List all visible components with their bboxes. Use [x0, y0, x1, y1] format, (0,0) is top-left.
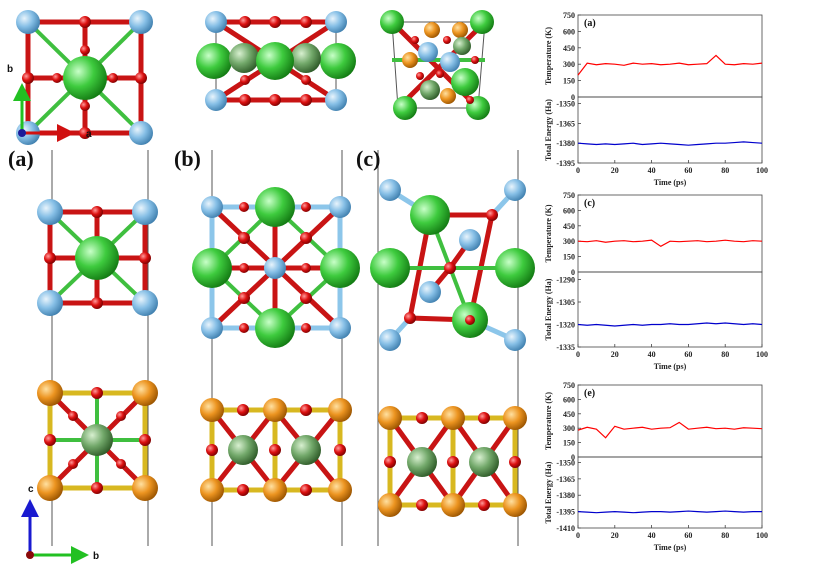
structure-c [370, 179, 535, 517]
axis-letter: b [93, 551, 99, 562]
plot-frame [577, 384, 763, 458]
y-tick-label: -1335 [556, 343, 575, 352]
data-line [577, 239, 763, 248]
plot-frame [577, 14, 763, 98]
y-tick-label: 0 [571, 93, 575, 102]
y-axis-label: Total Energy (Ha) [544, 99, 553, 161]
y-axis-label: Total Energy (Ha) [544, 461, 553, 523]
x-tick-label: 100 [756, 166, 768, 175]
x-tick-label: 40 [648, 350, 656, 359]
x-axis-label: Time (ps) [654, 178, 687, 187]
y-tick-label: -1290 [556, 276, 575, 285]
panel-title: (a) [584, 18, 596, 29]
x-tick-label: 0 [576, 166, 580, 175]
y-tick-label: -1395 [556, 159, 575, 168]
structure-label: (a) [8, 146, 34, 171]
x-tick-label: 60 [684, 531, 692, 540]
x-axis-label: Time (ps) [654, 362, 687, 371]
y-tick-label: 450 [563, 222, 575, 231]
x-tick-label: 80 [721, 166, 729, 175]
x-tick-label: 40 [648, 166, 656, 175]
axes-indicator-top: b a [7, 64, 92, 142]
axis-letter: a [86, 129, 92, 140]
y-tick-label: -1365 [556, 119, 575, 128]
y-tick-label: 0 [571, 268, 575, 277]
y-tick-label: 150 [563, 253, 575, 262]
y-tick-label: -1380 [556, 491, 575, 500]
axis-letter: c [28, 484, 34, 495]
y-tick-label: -1320 [556, 321, 575, 330]
x-tick-label: 60 [684, 166, 692, 175]
y-tick-label: 150 [563, 439, 575, 448]
y-tick-label: 300 [563, 237, 575, 246]
structure-label: (c) [356, 146, 380, 171]
structure-b [192, 187, 360, 502]
x-tick-label: 60 [684, 350, 692, 359]
y-tick-label: 750 [563, 191, 575, 200]
panel-title: (c) [584, 198, 595, 209]
y-tick-label: 750 [563, 381, 575, 390]
structure-top-c [380, 10, 494, 120]
y-axis-label: Total Energy (Ha) [544, 278, 553, 340]
y-tick-label: 450 [563, 410, 575, 419]
plot-frame [577, 96, 763, 164]
y-tick-label: 300 [563, 424, 575, 433]
y-tick-label: -1365 [556, 475, 575, 484]
axis-letter: b [7, 64, 13, 75]
data-line [577, 510, 762, 514]
plot-frame [577, 194, 763, 273]
y-axis-label: Temperature (K) [544, 392, 553, 450]
y-tick-label: 300 [563, 60, 575, 69]
y-tick-label: 600 [563, 27, 575, 36]
x-tick-label: 100 [756, 531, 768, 540]
x-tick-label: 20 [611, 166, 619, 175]
y-tick-label: -1395 [556, 508, 575, 517]
plot-frame [577, 456, 763, 529]
x-axis-label: Time (ps) [654, 543, 687, 552]
structure-a [37, 199, 158, 501]
y-tick-label: -1410 [556, 524, 575, 533]
y-tick-label: 600 [563, 395, 575, 404]
axes-indicator-bottom: c b [21, 484, 99, 564]
y-tick-label: 0 [571, 453, 575, 462]
structure-label: (b) [174, 146, 201, 171]
x-tick-label: 0 [576, 350, 580, 359]
y-tick-label: -1350 [556, 458, 575, 467]
y-axis-label: Temperature (K) [544, 27, 553, 85]
y-tick-label: -1305 [556, 298, 575, 307]
y-tick-label: 600 [563, 206, 575, 215]
data-line [577, 322, 763, 327]
structure-top-b [196, 11, 356, 111]
structure-top-a [16, 10, 153, 145]
x-tick-label: 80 [721, 531, 729, 540]
x-tick-label: 100 [756, 350, 768, 359]
y-axis-label: Temperature (K) [544, 204, 553, 262]
y-tick-label: -1380 [556, 139, 575, 148]
panel-title: (e) [584, 388, 595, 399]
data-line [577, 421, 763, 439]
plot-frame [577, 271, 763, 348]
y-tick-label: 750 [563, 11, 575, 20]
y-tick-label: 450 [563, 44, 575, 53]
x-tick-label: 80 [721, 350, 729, 359]
x-tick-label: 40 [648, 531, 656, 540]
data-line [577, 141, 763, 146]
y-tick-label: -1350 [556, 100, 575, 109]
data-line [577, 54, 763, 76]
x-tick-label: 20 [611, 350, 619, 359]
y-tick-label: 150 [563, 77, 575, 86]
x-tick-label: 20 [611, 531, 619, 540]
x-tick-label: 0 [576, 531, 580, 540]
